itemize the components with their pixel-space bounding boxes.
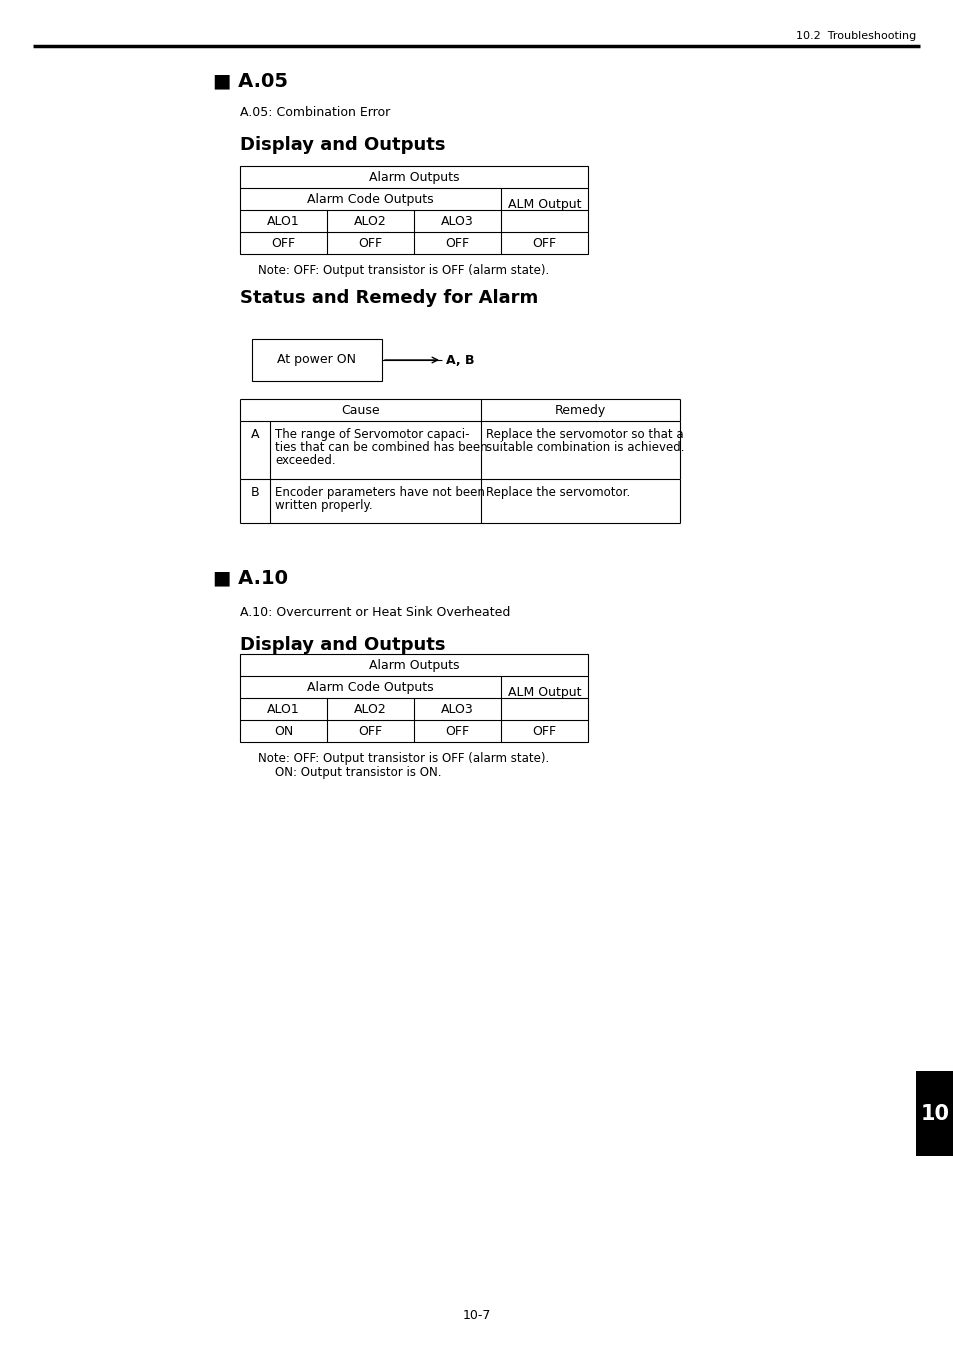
Bar (240, 166, 587, 254)
Bar (252, 339, 381, 381)
Text: A: A (251, 428, 259, 440)
Text: B: B (251, 486, 259, 499)
Text: ■ A.05: ■ A.05 (213, 72, 288, 91)
Text: ALM Output: ALM Output (507, 199, 580, 211)
Text: ALO3: ALO3 (440, 703, 474, 716)
Text: exceeded.: exceeded. (274, 454, 335, 467)
Text: ON: Output transistor is ON.: ON: Output transistor is ON. (274, 766, 441, 780)
Text: 10.2  Troubleshooting: 10.2 Troubleshooting (795, 31, 915, 41)
Text: OFF: OFF (532, 725, 556, 738)
Text: OFF: OFF (532, 236, 556, 250)
Text: ON: ON (274, 725, 293, 738)
Text: ALO3: ALO3 (440, 215, 474, 228)
Text: ALM Output: ALM Output (507, 686, 580, 698)
Text: OFF: OFF (445, 725, 469, 738)
Text: written properly.: written properly. (274, 499, 373, 512)
Text: Status and Remedy for Alarm: Status and Remedy for Alarm (240, 289, 537, 307)
Text: Note: OFF: Output transistor is OFF (alarm state).: Note: OFF: Output transistor is OFF (ala… (257, 263, 549, 277)
Bar (915, 1071, 953, 1156)
Text: ALO1: ALO1 (267, 703, 299, 716)
Text: ■ A.10: ■ A.10 (213, 567, 288, 586)
Text: ties that can be combined has been: ties that can be combined has been (274, 440, 487, 454)
Text: OFF: OFF (272, 236, 295, 250)
Text: Encoder parameters have not been: Encoder parameters have not been (274, 486, 484, 499)
Text: Note: OFF: Output transistor is OFF (alarm state).: Note: OFF: Output transistor is OFF (ala… (257, 753, 549, 765)
Text: At power ON: At power ON (277, 354, 356, 366)
Text: ALO2: ALO2 (354, 215, 387, 228)
Text: OFF: OFF (358, 236, 382, 250)
Text: ALO1: ALO1 (267, 215, 299, 228)
Text: Alarm Code Outputs: Alarm Code Outputs (307, 193, 434, 205)
Text: A, B: A, B (446, 354, 474, 367)
Text: Display and Outputs: Display and Outputs (240, 136, 445, 154)
Text: 10-7: 10-7 (462, 1309, 491, 1323)
Text: The range of Servomotor capaci-: The range of Servomotor capaci- (274, 428, 469, 440)
Bar (240, 654, 587, 742)
Text: ALO2: ALO2 (354, 703, 387, 716)
Text: OFF: OFF (445, 236, 469, 250)
Text: 10: 10 (920, 1104, 948, 1124)
Text: suitable combination is achieved.: suitable combination is achieved. (485, 440, 684, 454)
Text: Replace the servomotor so that a: Replace the servomotor so that a (485, 428, 683, 440)
Text: Cause: Cause (341, 404, 379, 417)
Text: OFF: OFF (358, 725, 382, 738)
Text: Display and Outputs: Display and Outputs (240, 636, 445, 654)
Text: Alarm Code Outputs: Alarm Code Outputs (307, 681, 434, 694)
Text: A.05: Combination Error: A.05: Combination Error (240, 105, 390, 119)
Text: Alarm Outputs: Alarm Outputs (369, 172, 458, 184)
Text: Alarm Outputs: Alarm Outputs (369, 659, 458, 671)
Text: A.10: Overcurrent or Heat Sink Overheated: A.10: Overcurrent or Heat Sink Overheate… (240, 607, 510, 619)
Text: Replace the servomotor.: Replace the servomotor. (485, 486, 630, 499)
Text: Remedy: Remedy (555, 404, 605, 417)
